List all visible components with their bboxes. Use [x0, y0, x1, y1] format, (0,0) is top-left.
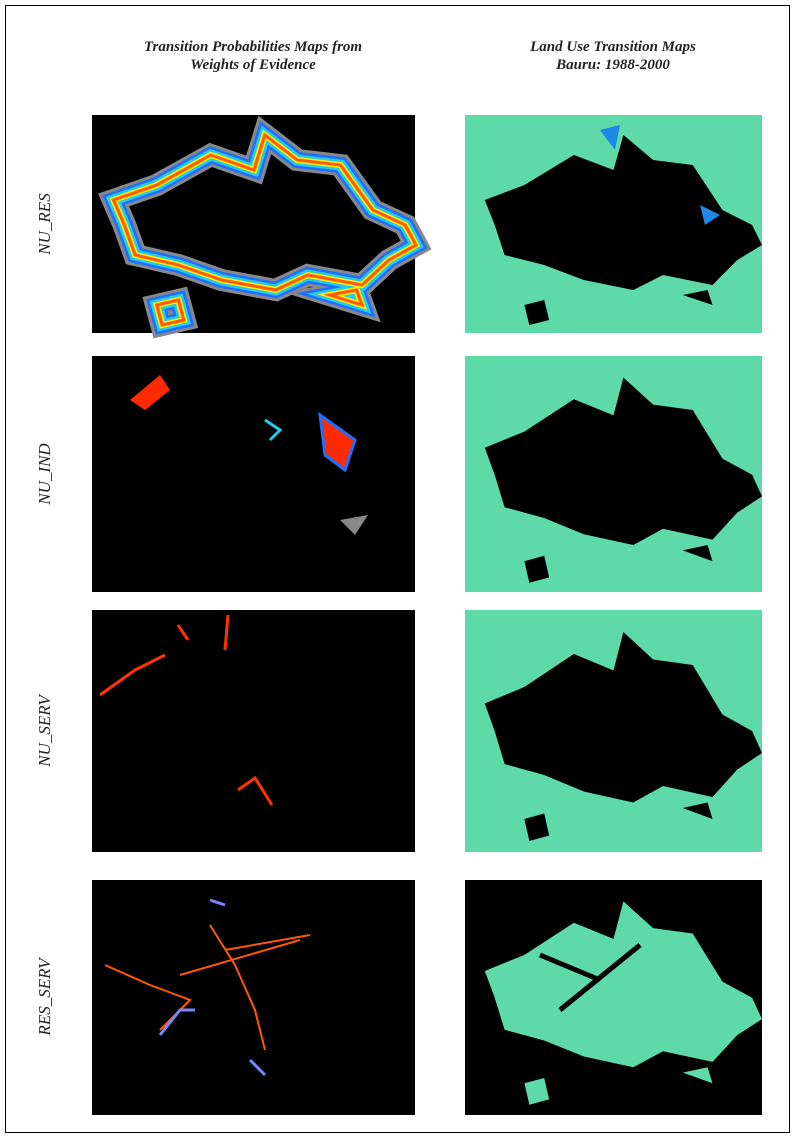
header-line: Weights of Evidence — [83, 56, 423, 74]
transition-map — [465, 610, 762, 852]
figure — [0, 0, 795, 1139]
column-header: Transition Probabilities Maps from Weigh… — [83, 38, 423, 74]
row-label: NU_RES — [35, 193, 55, 254]
probability-map — [92, 610, 415, 852]
probability-map — [92, 880, 415, 1115]
row-label: NU_IND — [35, 443, 55, 504]
header-line: Bauru: 1988-2000 — [443, 56, 783, 74]
row-label: RES_SERV — [35, 958, 55, 1035]
transition-map — [465, 880, 762, 1115]
transition-map — [465, 115, 762, 333]
page: Transition Probabilities Maps from Weigh… — [0, 0, 795, 1139]
transition-map — [465, 356, 762, 592]
probability-map — [92, 356, 415, 592]
header-line: Land Use Transition Maps — [443, 38, 783, 56]
row-label: NU_SERV — [35, 695, 55, 766]
column-header: Land Use Transition Maps Bauru: 1988-200… — [443, 38, 783, 74]
header-line: Transition Probabilities Maps from — [83, 38, 423, 56]
probability-map — [92, 115, 416, 333]
